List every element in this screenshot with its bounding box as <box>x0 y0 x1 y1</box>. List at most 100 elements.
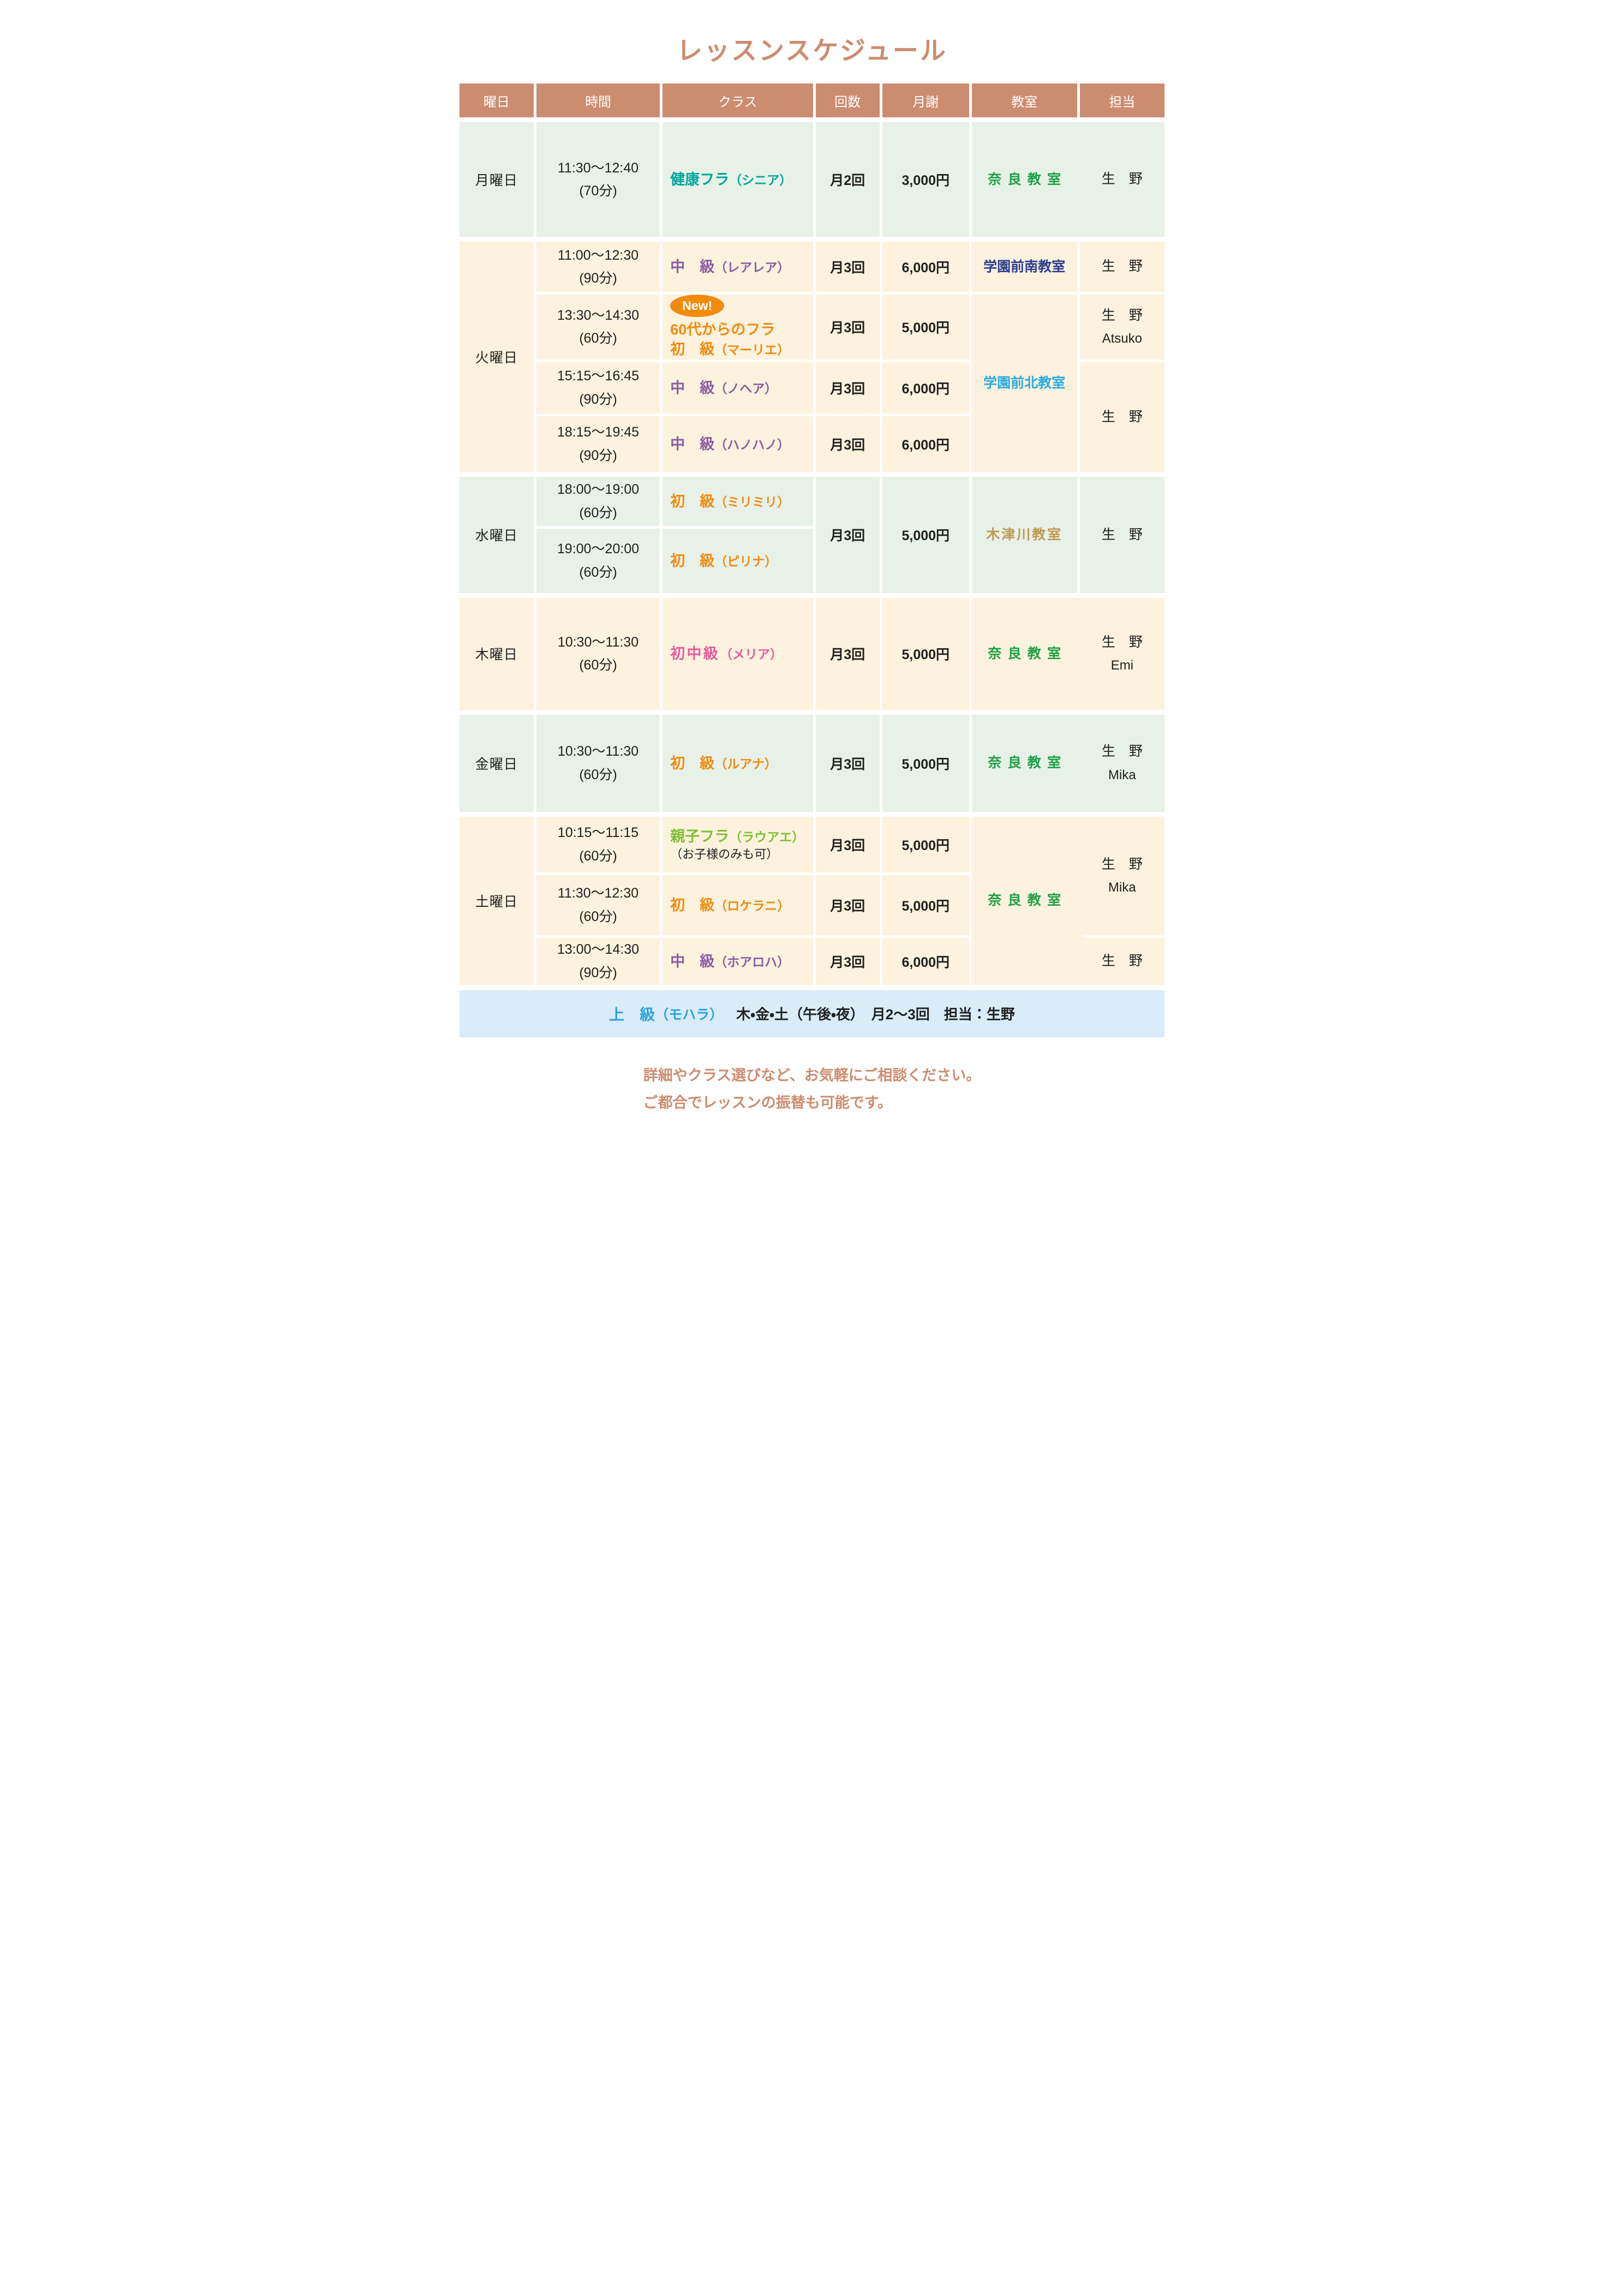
count-cell: 月3回 <box>815 875 880 935</box>
staff-cell: 生 野 <box>1079 122 1165 237</box>
class-note: （ロケラニ） <box>714 898 790 913</box>
staff-name: 生 野 <box>1101 527 1143 542</box>
count-cell: 月3回 <box>815 816 880 872</box>
time-duration: (90分) <box>579 447 617 463</box>
advanced-class-details: 木・金・土（午後・夜） 月2～3回 担当：生野 <box>736 1006 1015 1023</box>
room-cell: 奈良教室 <box>971 122 1083 237</box>
day-label: 木曜日 <box>459 597 534 710</box>
class-note: （ラウアエ） <box>729 829 805 844</box>
time-duration: (60分) <box>579 908 617 924</box>
fee-cell: 5,000円 <box>882 816 969 872</box>
fee-cell: 5,000円 <box>882 875 969 935</box>
time-duration: (60分) <box>579 848 617 864</box>
advanced-class-banner: 上 級 （モハラ） 木・金・土（午後・夜） 月2～3回 担当：生野 <box>459 990 1165 1037</box>
class-note: （ピリナ） <box>714 554 778 569</box>
time-cell: 18:00～19:00 (60分) <box>536 476 660 526</box>
time-cell: 11:30～12:30 (60分) <box>536 875 660 935</box>
day-label: 水曜日 <box>459 476 534 593</box>
time-duration: (60分) <box>579 331 617 346</box>
day-section-saturday: 土曜日 10:15～11:15 (60分) 親子フラ（ラウアエ） （お子様のみも… <box>459 816 1165 985</box>
time-range: 10:30～11:30 <box>557 634 639 650</box>
day-label: 月曜日 <box>459 122 534 237</box>
fee-cell: 6,000円 <box>882 937 969 985</box>
time-cell: 18:15～19:45 (90分) <box>536 416 660 472</box>
time-range: 18:15～19:45 <box>557 424 640 440</box>
class-note: （シニア） <box>729 172 792 187</box>
fee-cell: 5,000円 <box>882 714 969 812</box>
staff-name-2: Atsuko <box>1102 331 1142 346</box>
footer-line-1: 詳細やクラス選びなど、お気軽にご相談ください。 <box>643 1067 981 1084</box>
class-note: （マーリエ） <box>714 343 790 357</box>
time-duration: (90分) <box>579 271 617 286</box>
fee-cell: 5,000円 <box>882 597 969 710</box>
staff-name: 生 野 <box>1101 409 1143 424</box>
count-cell: 月2回 <box>815 122 880 237</box>
room-cell: 奈良教室 <box>971 816 1083 985</box>
column-header-class: クラス <box>662 83 813 117</box>
class-note: （ハノハノ） <box>714 437 790 452</box>
time-duration: (70分) <box>579 183 617 199</box>
table-header-row: 曜日 時間 クラス 回数 月謝 教室 担当 <box>459 83 1165 117</box>
class-cell: 親子フラ（ラウアエ） （お子様のみも可） <box>662 816 813 872</box>
room-cell: 学園前南教室 <box>971 242 1077 292</box>
class-cell: New! 60代からのフラ 初 級（マーリエ） <box>662 295 813 360</box>
staff-cell: 生 野 Emi <box>1079 597 1165 710</box>
time-range: 10:30～11:30 <box>557 744 639 760</box>
day-section-friday: 金曜日 10:30～11:30 (60分) 初 級（ルアナ） 月3回 5,000… <box>459 714 1165 812</box>
fee-cell: 5,000円 <box>882 295 969 360</box>
class-note: （ノヘア） <box>714 381 778 396</box>
staff-cell: 生 野 Mika <box>1079 816 1165 935</box>
count-cell: 月3回 <box>815 714 880 812</box>
room-cell: 奈良教室 <box>971 714 1083 812</box>
class-cell: 初 級（ピリナ） <box>662 528 813 593</box>
class-cell: 初 級（ロケラニ） <box>662 875 813 935</box>
footer-note: 詳細やクラス選びなど、お気軽にご相談ください。 ご都合でレッスンの振替も可能です… <box>643 1062 981 1117</box>
time-duration: (60分) <box>579 505 617 521</box>
new-badge: New! <box>670 295 725 318</box>
fee-cell: 5,000円 <box>882 476 969 593</box>
column-header-fee: 月謝 <box>882 83 969 117</box>
class-note: （ミリミリ） <box>714 494 790 509</box>
count-cell: 月3回 <box>815 362 880 414</box>
staff-cell: 生 野 <box>1079 476 1165 593</box>
time-cell: 19:00～20:00 (60分) <box>536 528 660 593</box>
room-cell: 学園前北教室 <box>971 295 1077 472</box>
day-section-thursday: 木曜日 10:30～11:30 (60分) 初中級（メリア） 月3回 5,000… <box>459 597 1165 710</box>
staff-name: 生 野 <box>1101 634 1143 650</box>
time-cell: 13:00～14:30 (90分) <box>536 937 660 985</box>
time-cell: 10:30～11:30 (60分) <box>536 597 660 710</box>
staff-name: 生 野 <box>1101 953 1143 969</box>
time-range: 15:15～16:45 <box>557 368 640 384</box>
schedule-table: 曜日 時間 クラス 回数 月謝 教室 担当 月曜日 11:30～12:40 (7… <box>459 83 1165 1037</box>
staff-cell: 生 野 Mika <box>1079 714 1165 812</box>
count-cell: 月3回 <box>815 597 880 710</box>
class-note: （ルアナ） <box>714 756 777 771</box>
staff-name-2: Emi <box>1110 658 1133 673</box>
day-label: 土曜日 <box>459 816 534 985</box>
staff-cell: 生 野 <box>1079 937 1165 985</box>
time-range: 18:00～19:00 <box>557 482 640 498</box>
time-cell: 15:15～16:45 (90分) <box>536 362 660 414</box>
class-cell: 健康フラ（シニア） <box>662 122 813 237</box>
class-name: 中 級 <box>670 258 715 275</box>
time-range: 19:00～20:00 <box>557 541 640 557</box>
staff-cell: 生 野 <box>1079 242 1165 292</box>
advanced-class-level: 上 級 <box>609 1006 655 1023</box>
time-duration: (60分) <box>579 657 617 673</box>
day-label: 火曜日 <box>459 242 534 472</box>
time-range: 11:30～12:30 <box>557 886 639 901</box>
column-header-count: 回数 <box>815 83 880 117</box>
time-range: 13:30～14:30 <box>557 307 640 323</box>
class-cell: 初 級（ルアナ） <box>662 714 813 812</box>
class-cell: 中 級（ノヘア） <box>662 362 813 414</box>
class-name: 初 級 <box>670 493 715 510</box>
class-name: 中 級 <box>670 953 715 970</box>
count-cell: 月3回 <box>815 937 880 985</box>
class-name: 初 級 <box>670 755 715 772</box>
count-cell: 月3回 <box>815 416 880 472</box>
count-cell: 月3回 <box>815 476 880 593</box>
fee-cell: 6,000円 <box>882 242 969 292</box>
class-cell: 中 級（レアレア） <box>662 242 813 292</box>
footer-line-2: ご都合でレッスンの振替も可能です。 <box>643 1094 893 1111</box>
class-name-line1: 60代からのフラ <box>670 321 775 338</box>
